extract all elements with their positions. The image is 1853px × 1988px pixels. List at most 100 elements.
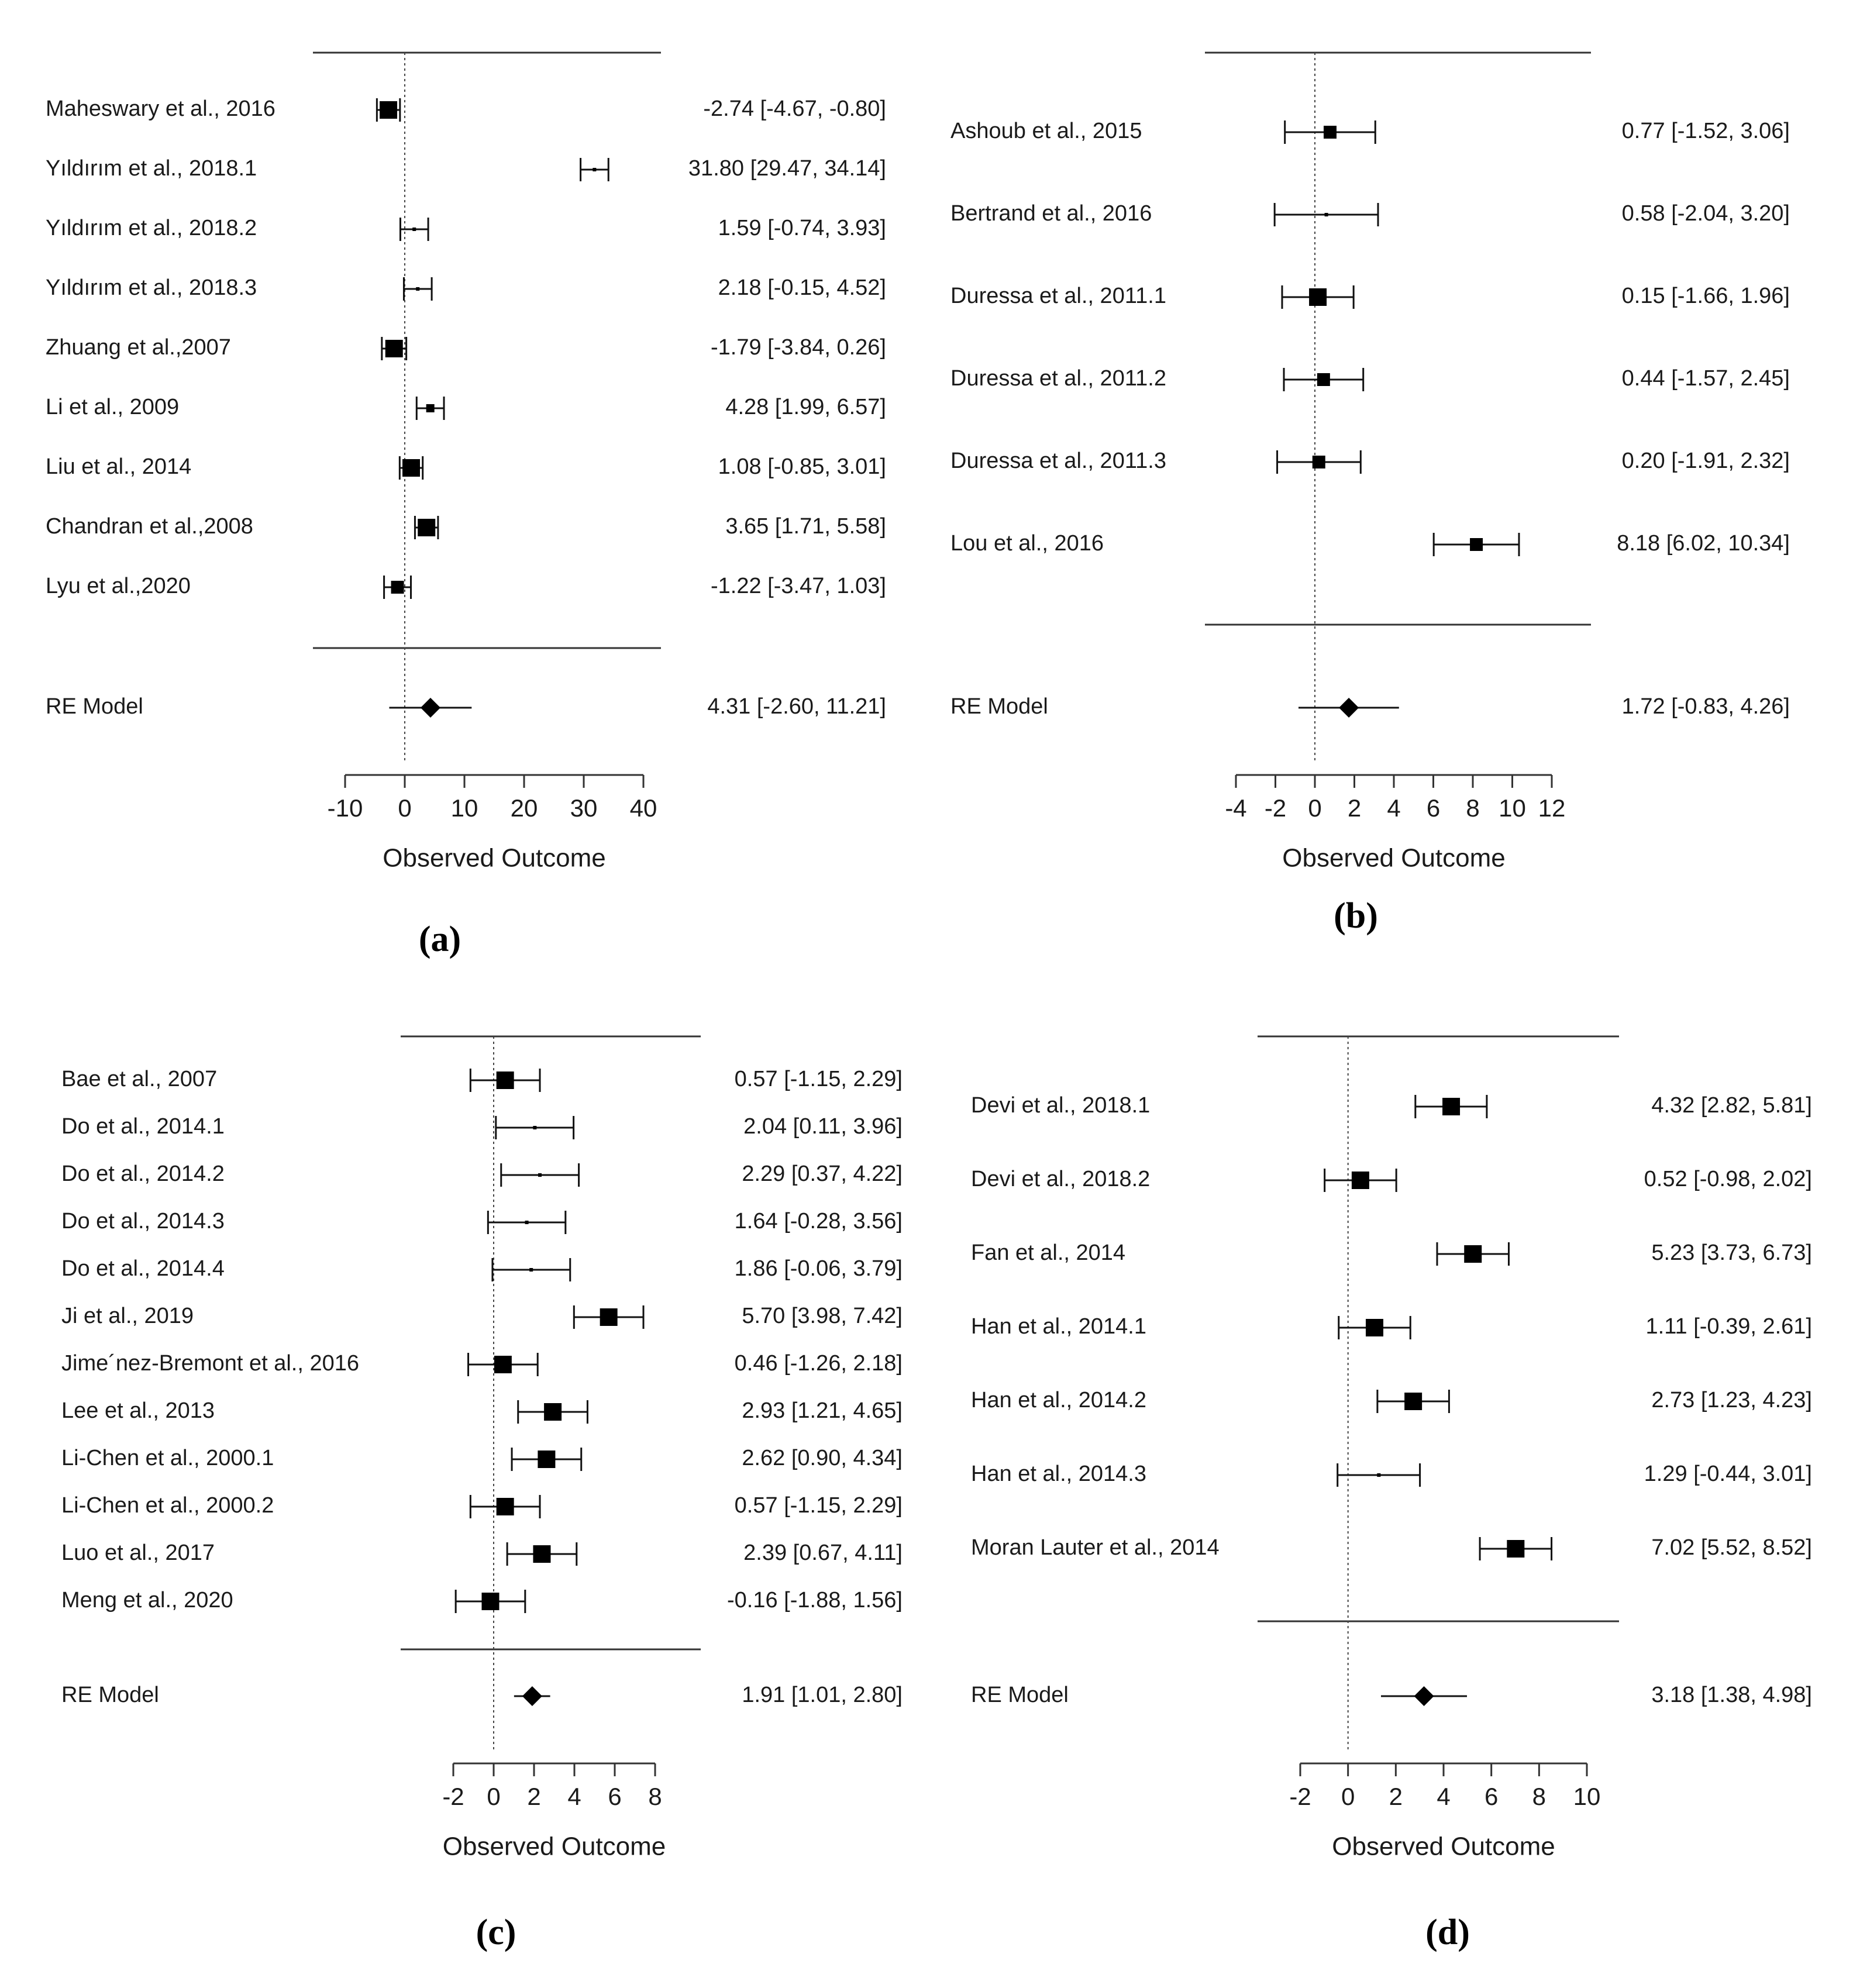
estimate-ci-text: 0.52 [-0.98, 2.02] xyxy=(1644,1167,1812,1191)
study-row: Duressa et al., 2011.3 0.20 [-1.91, 2.32] xyxy=(950,449,1790,474)
x-axis: -4 -2 0 2 4 6 8 10 12 Observed Outcome xyxy=(1225,774,1565,873)
study-label: Han et al., 2014.3 xyxy=(971,1462,1146,1486)
x-tick-label: 2 xyxy=(1389,1783,1403,1810)
estimate-ci-text: 5.70 [3.98, 7.42] xyxy=(742,1304,903,1328)
study-label: Li et al., 2009 xyxy=(46,395,179,419)
point-estimate-box xyxy=(600,1308,618,1326)
point-estimate-box xyxy=(525,1221,529,1224)
study-label: Lou et al., 2016 xyxy=(950,531,1104,556)
study-row: Lyu et al.,2020 -1.22 [-3.47, 1.03] xyxy=(46,574,886,599)
study-row: Luo et al., 2017 2.39 [0.67, 4.11] xyxy=(61,1541,903,1566)
point-estimate-box xyxy=(402,459,421,477)
study-row: Do et al., 2014.4 1.86 [-0.06, 3.79] xyxy=(61,1256,903,1281)
point-estimate-box xyxy=(416,287,420,291)
forest-panel-d: Devi et al., 2018.1 4.32 [2.82, 5.81]Devi… xyxy=(971,1035,1812,1952)
study-row: Fan et al., 2014 5.23 [3.73, 6.73] xyxy=(971,1241,1812,1266)
point-estimate-box xyxy=(412,228,416,231)
estimate-ci-text: 0.58 [-2.04, 3.20] xyxy=(1622,201,1790,226)
x-tick-label: 8 xyxy=(1466,794,1479,822)
x-tick-label: 0 xyxy=(398,794,411,822)
study-row: Lou et al., 2016 8.18 [6.02, 10.34] xyxy=(950,531,1790,556)
study-row: Duressa et al., 2011.2 0.44 [-1.57, 2.45] xyxy=(950,366,1790,391)
study-label: Devi et al., 2018.2 xyxy=(971,1167,1150,1191)
estimate-ci-text: 1.29 [-0.44, 3.01] xyxy=(1644,1462,1812,1486)
study-label: Do et al., 2014.2 xyxy=(61,1162,225,1186)
estimate-ci-text: 2.04 [0.11, 3.96] xyxy=(743,1114,903,1139)
point-estimate-box xyxy=(538,1450,556,1468)
point-estimate-box xyxy=(544,1403,562,1421)
study-row: Do et al., 2014.1 2.04 [0.11, 3.96] xyxy=(61,1114,903,1139)
x-axis-title: Observed Outcome xyxy=(443,1832,666,1861)
study-label: Do et al., 2014.3 xyxy=(61,1209,225,1234)
forest-panel-a: Maheswary et al., 2016 -2.74 [-4.67, -0.8… xyxy=(46,51,886,959)
x-tick-label: 0 xyxy=(1341,1783,1355,1810)
summary-row: RE Model 4.31 [-2.60, 11.21] xyxy=(46,694,886,719)
x-axis: -2 0 2 4 6 8 Observed Outcome xyxy=(442,1762,666,1861)
x-tick-label: 0 xyxy=(1308,794,1321,822)
study-row: Do et al., 2014.2 2.29 [0.37, 4.22] xyxy=(61,1162,903,1187)
point-estimate-box xyxy=(494,1356,512,1373)
study-label: Duressa et al., 2011.2 xyxy=(950,366,1166,391)
study-row: Moran Lauter et al., 2014 7.02 [5.52, 8.5… xyxy=(971,1535,1812,1560)
study-row: Ashoub et al., 2015 0.77 [-1.52, 3.06] xyxy=(950,119,1790,144)
point-estimate-box xyxy=(538,1173,542,1177)
x-tick-label: -2 xyxy=(1289,1783,1311,1810)
estimate-ci-text: 2.73 [1.23, 4.23] xyxy=(1651,1388,1812,1412)
study-label: Chandran et al.,2008 xyxy=(46,514,253,539)
x-tick-label: 6 xyxy=(608,1783,621,1810)
point-estimate-box xyxy=(481,1593,500,1610)
estimate-ci-text: 0.46 [-1.26, 2.18] xyxy=(735,1351,903,1376)
estimate-ci-text: 5.23 [3.73, 6.73] xyxy=(1651,1241,1812,1265)
summary-estimate-text: 1.72 [-0.83, 4.26] xyxy=(1622,694,1790,719)
estimate-ci-text: 2.93 [1.21, 4.65] xyxy=(742,1398,903,1423)
panel-label: (c) xyxy=(476,1913,516,1952)
estimate-ci-text: 0.57 [-1.15, 2.29] xyxy=(735,1493,903,1518)
estimate-ci-text: 1.59 [-0.74, 3.93] xyxy=(718,216,886,240)
study-row: Devi et al., 2018.2 0.52 [-0.98, 2.02] xyxy=(971,1167,1812,1192)
estimate-ci-text: 0.44 [-1.57, 2.45] xyxy=(1622,366,1790,391)
point-estimate-box xyxy=(496,1498,514,1515)
study-row: Ji et al., 2019 5.70 [3.98, 7.42] xyxy=(61,1304,903,1329)
study-label: Do et al., 2014.1 xyxy=(61,1114,225,1139)
study-label: Maheswary et al., 2016 xyxy=(46,97,275,121)
study-row: Do et al., 2014.3 1.64 [-0.28, 3.56] xyxy=(61,1209,903,1234)
study-label: Li-Chen et al., 2000.2 xyxy=(61,1493,274,1518)
x-tick-label: 10 xyxy=(1573,1783,1601,1810)
point-estimate-box xyxy=(1442,1098,1461,1115)
estimate-ci-text: 2.18 [-0.15, 4.52] xyxy=(718,275,886,300)
point-estimate-box xyxy=(593,168,597,171)
study-row: Han et al., 2014.1 1.11 [-0.39, 2.61] xyxy=(971,1314,1812,1339)
point-estimate-box xyxy=(380,101,398,119)
x-tick-label: -10 xyxy=(328,794,363,822)
point-estimate-box xyxy=(426,404,435,412)
study-label: Bae et al., 2007 xyxy=(61,1067,217,1091)
study-label: Luo et al., 2017 xyxy=(61,1541,215,1565)
panel-label: (d) xyxy=(1425,1913,1470,1952)
point-estimate-box xyxy=(385,340,403,357)
estimate-ci-text: 31.80 [29.47, 34.14] xyxy=(688,156,886,181)
study-label: Yıldırım et al., 2018.3 xyxy=(46,275,257,300)
point-estimate-box xyxy=(1351,1172,1369,1189)
study-label: Moran Lauter et al., 2014 xyxy=(971,1535,1220,1560)
estimate-ci-text: 1.11 [-0.39, 2.61] xyxy=(1646,1314,1813,1339)
x-tick-label: 30 xyxy=(570,794,598,822)
study-label: Li-Chen et al., 2000.1 xyxy=(61,1446,274,1470)
point-estimate-box xyxy=(1507,1540,1525,1558)
summary-row: RE Model 1.72 [-0.83, 4.26] xyxy=(950,694,1790,719)
summary-row: RE Model 1.91 [1.01, 2.80] xyxy=(61,1683,903,1707)
summary-diamond xyxy=(1414,1686,1434,1706)
estimate-ci-text: 2.39 [0.67, 4.11] xyxy=(743,1541,903,1565)
x-tick-label: 6 xyxy=(1427,794,1440,822)
point-estimate-box xyxy=(1323,126,1337,139)
point-estimate-box xyxy=(529,1268,533,1272)
forest-panel-b: Ashoub et al., 2015 0.77 [-1.52, 3.06] Ber… xyxy=(950,51,1790,936)
point-estimate-box xyxy=(1317,373,1330,386)
estimate-ci-text: 0.77 [-1.52, 3.06] xyxy=(1622,119,1790,143)
point-estimate-box xyxy=(418,519,436,536)
study-label: Lyu et al.,2020 xyxy=(46,574,191,598)
estimate-ci-text: 1.86 [-0.06, 3.79] xyxy=(735,1256,903,1281)
x-tick-label: -2 xyxy=(442,1783,464,1810)
study-label: Zhuang et al.,2007 xyxy=(46,335,231,360)
summary-estimate-text: 3.18 [1.38, 4.98] xyxy=(1651,1683,1812,1707)
estimate-ci-text: 1.08 [-0.85, 3.01] xyxy=(718,454,886,479)
